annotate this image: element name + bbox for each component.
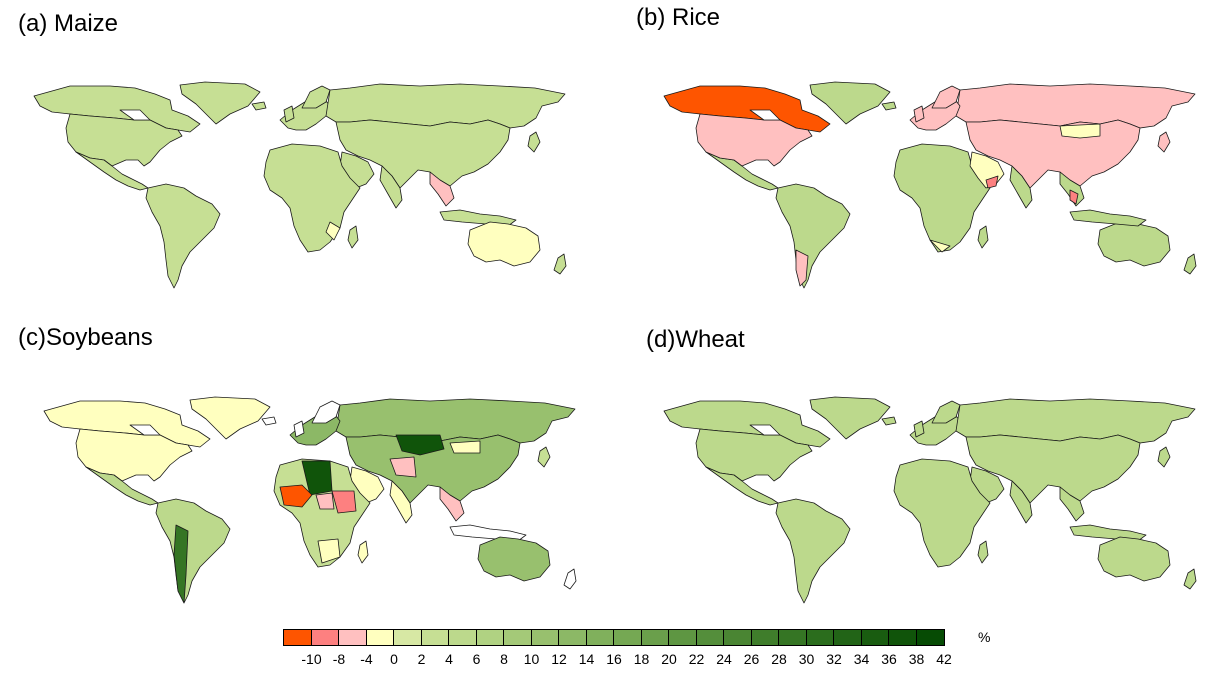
legend-color-bar xyxy=(283,629,945,646)
legend-swatch xyxy=(806,630,834,645)
legend-tick-label: 0 xyxy=(390,651,398,667)
panel-title-wheat: (d)Wheat xyxy=(646,326,745,353)
legend-unit: % xyxy=(978,629,991,645)
legend-swatch xyxy=(421,630,449,645)
legend-tick-label: 4 xyxy=(445,651,453,667)
panel-title-soybeans: (c)Soybeans xyxy=(18,324,153,351)
legend-tick-label: 6 xyxy=(472,651,481,667)
rice-region-mongolia xyxy=(1059,123,1101,139)
legend-swatch xyxy=(861,630,889,645)
legend-tick-label: 38 xyxy=(908,651,925,667)
legend-tick-label: 26 xyxy=(743,651,760,667)
legend-swatch xyxy=(751,630,779,645)
legend-tick-label: 20 xyxy=(661,651,677,667)
maize-region-hudson xyxy=(119,109,151,121)
legend-swatch xyxy=(476,630,504,645)
rice-region-southafrica xyxy=(929,239,951,253)
map-maize xyxy=(30,80,575,290)
soy-region-chad xyxy=(331,490,357,514)
legend-swatch xyxy=(394,630,422,645)
legend-swatch xyxy=(311,630,339,645)
soy-region-niger xyxy=(315,492,335,510)
legend-tick-label: 10 xyxy=(523,651,540,667)
legend-tick-label: -10 xyxy=(301,651,322,667)
soy-region-mali xyxy=(279,484,313,508)
legend-swatch xyxy=(834,630,862,645)
legend-swatch xyxy=(614,630,642,645)
legend-tick-label: 12 xyxy=(551,651,567,667)
legend-swatch xyxy=(889,630,917,645)
legend-tick-label: 2 xyxy=(417,651,426,667)
soy-region-iran xyxy=(389,456,417,478)
soy-region-kazakhstan xyxy=(395,434,445,456)
soy-region-chile xyxy=(173,524,189,604)
legend-tick-label: 30 xyxy=(798,651,815,667)
maize-region-mozambique xyxy=(325,221,341,241)
legend-swatch xyxy=(531,630,559,645)
legend-tick-label: 18 xyxy=(633,651,650,667)
wheat-land xyxy=(663,396,1197,604)
map-soybeans xyxy=(40,395,585,605)
legend-swatch xyxy=(779,630,807,645)
map-wheat xyxy=(660,395,1205,605)
legend-tick-label: 34 xyxy=(853,651,870,667)
legend-swatch xyxy=(696,630,724,645)
legend-swatch xyxy=(339,630,367,645)
rice-region-argentina xyxy=(795,249,809,287)
legend-tick-label: 24 xyxy=(716,651,732,667)
soy-region-samerica xyxy=(155,498,231,604)
legend-tick-label: 14 xyxy=(578,651,595,667)
soy-region-australia xyxy=(477,536,551,582)
maize-region-australia xyxy=(467,221,541,267)
legend-tick-label: 36 xyxy=(881,651,897,667)
legend-swatch xyxy=(916,630,944,645)
legend-swatch xyxy=(559,630,587,645)
legend-tick-label: 22 xyxy=(688,651,705,667)
map-rice xyxy=(660,80,1205,290)
legend-swatch xyxy=(724,630,752,645)
legend-tick-label: 32 xyxy=(826,651,842,667)
legend-swatch xyxy=(504,630,532,645)
legend-tick-label: -4 xyxy=(360,651,373,667)
legend-swatch xyxy=(586,630,614,645)
legend-swatch xyxy=(669,630,697,645)
legend-swatch xyxy=(284,630,312,645)
panel-title-rice: (b) Rice xyxy=(636,4,721,31)
legend-tick-label: 28 xyxy=(771,651,787,667)
legend-swatch xyxy=(366,630,394,645)
rice-region-yemen xyxy=(985,175,999,189)
legend-tick-label: 16 xyxy=(606,651,622,667)
legend-tick-label: -8 xyxy=(332,651,346,667)
panel-title-maize: (a) Maize xyxy=(18,10,119,37)
rice-region-malaysia xyxy=(1069,189,1079,205)
legend-tick-label: 8 xyxy=(500,651,508,667)
legend-swatch xyxy=(449,630,477,645)
legend-tick-label: 42 xyxy=(936,651,952,667)
legend-swatch xyxy=(641,630,669,645)
